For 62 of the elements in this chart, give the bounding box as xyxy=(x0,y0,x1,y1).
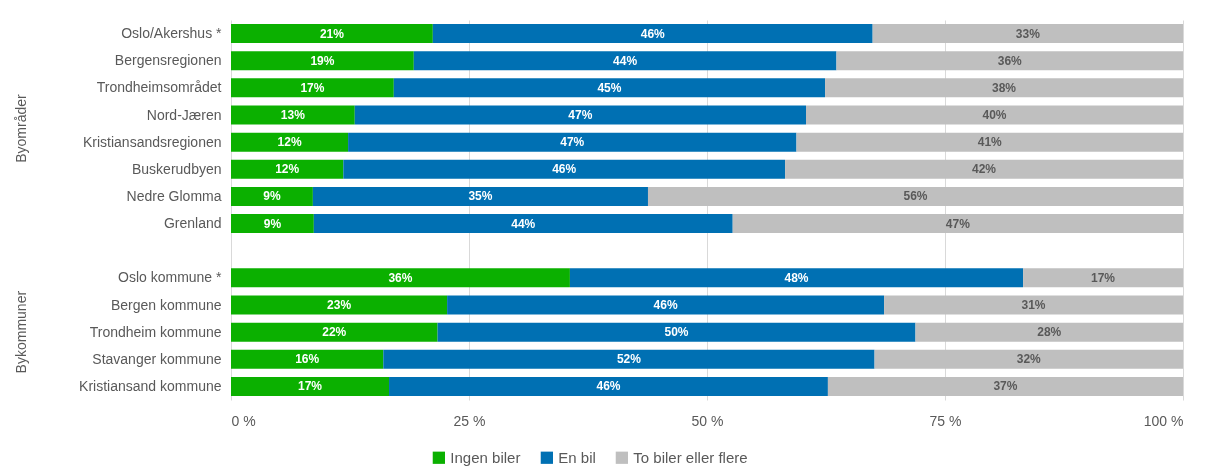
y-tick-label: Stavanger kommune xyxy=(92,350,222,367)
legend-label: To biler eller flere xyxy=(633,448,748,466)
data-label: 32% xyxy=(1016,352,1042,367)
data-label: 44% xyxy=(511,216,536,231)
y-tick-label: Trondheimsområdet xyxy=(96,79,222,96)
data-label: 12% xyxy=(277,135,302,150)
y-tick-label: Kristiansand kommune xyxy=(79,377,222,394)
y-tick-label: Oslo kommune * xyxy=(118,269,223,286)
data-label: 38% xyxy=(992,80,1017,95)
data-label: 50% xyxy=(664,325,689,340)
y-tick-label: Oslo/Akershus * xyxy=(121,25,223,42)
y-tick-label: Nedre Glomma xyxy=(126,187,222,204)
data-label: 52% xyxy=(616,352,642,367)
data-label: 23% xyxy=(327,298,352,312)
x-tick-label: 0 % xyxy=(231,412,256,429)
y-tick-label: Bergen kommune xyxy=(110,296,222,313)
data-label: 13% xyxy=(280,108,306,122)
data-label: 56% xyxy=(903,189,928,204)
data-label: 46% xyxy=(653,298,678,312)
legend-label: Ingen biler xyxy=(450,448,521,466)
data-label: 46% xyxy=(640,26,666,41)
y-tick-label: Trondheim kommune xyxy=(89,323,222,340)
data-label: 42% xyxy=(972,162,997,177)
x-tick-label: 75 % xyxy=(929,412,962,429)
y-tick-label: Buskerudbyen xyxy=(131,160,222,177)
data-label: 36% xyxy=(388,270,413,285)
data-label: 36% xyxy=(997,53,1023,68)
data-label: 22% xyxy=(322,325,347,340)
x-tick-label: 25 % xyxy=(453,412,486,429)
data-label: 46% xyxy=(552,162,577,177)
data-label: 35% xyxy=(468,189,493,204)
legend-label: En bil xyxy=(558,448,596,466)
data-label: 28% xyxy=(1037,325,1062,340)
data-label: 47% xyxy=(568,108,593,122)
data-label: 9% xyxy=(263,189,281,204)
data-label: 47% xyxy=(560,135,585,150)
data-label: 17% xyxy=(1091,270,1116,285)
data-label: 45% xyxy=(597,80,622,95)
data-label: 17% xyxy=(298,379,323,394)
data-label: 37% xyxy=(993,379,1018,394)
x-tick-label: 50 % xyxy=(691,412,724,429)
data-label: 40% xyxy=(982,108,1007,122)
data-label: 33% xyxy=(1015,26,1041,41)
y-tick-label: Kristiansandsregionen xyxy=(82,133,222,150)
y-tick-label: Grenland xyxy=(163,215,222,232)
data-label: 31% xyxy=(1021,298,1046,312)
data-label: 46% xyxy=(596,379,621,394)
data-label: 17% xyxy=(300,80,325,95)
data-label: 44% xyxy=(613,53,638,68)
data-label: 41% xyxy=(977,135,1003,150)
data-label: 9% xyxy=(263,216,282,231)
data-label: 47% xyxy=(945,216,971,231)
y-tick-label: Nord-Jæren xyxy=(146,106,222,123)
data-label: 12% xyxy=(275,162,300,177)
text: Byområder xyxy=(13,94,29,163)
text: Bykommuner xyxy=(13,290,29,374)
y-tick-label: Bergensregionen xyxy=(114,52,222,69)
x-tick-label: 100 % xyxy=(1143,412,1184,429)
data-label: 16% xyxy=(295,352,320,367)
data-label: 19% xyxy=(310,53,335,68)
data-label: 21% xyxy=(319,26,345,41)
data-label: 48% xyxy=(784,270,809,285)
